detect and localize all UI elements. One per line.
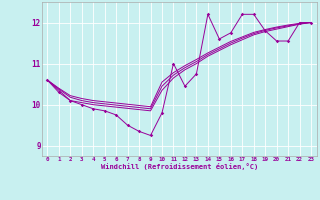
X-axis label: Windchill (Refroidissement éolien,°C): Windchill (Refroidissement éolien,°C) [100,163,258,170]
